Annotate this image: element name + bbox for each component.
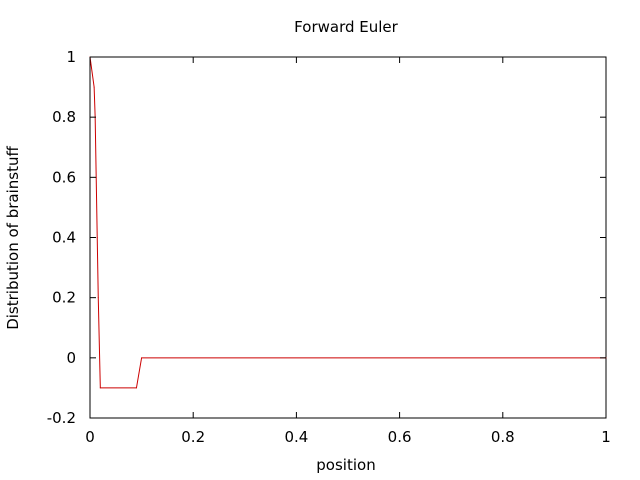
x-tick-label: 0 [85,428,95,446]
series-point [93,86,95,88]
series-point [135,387,137,389]
x-tick-label: 1 [601,428,611,446]
y-tick-label: 0.4 [52,229,76,247]
y-axis-label: Distribution of brainstuff [4,146,22,330]
x-tick-label: 0.4 [284,428,308,446]
series-point [97,297,99,299]
x-tick-label: 0.2 [181,428,205,446]
x-axis-label: position [316,456,375,474]
series-point [96,237,98,238]
y-tick-label: 1 [66,48,76,66]
y-tick-label: 0.8 [52,108,76,126]
y-tick-label: 0 [66,349,76,367]
x-tick-label: 0.8 [491,428,515,446]
chart-title: Forward Euler [294,18,398,36]
series-line [89,56,606,389]
y-tick-label: 0.2 [52,289,76,307]
y-tick-label: -0.2 [47,409,76,427]
series-point [99,387,101,389]
series-point [141,357,143,359]
x-tick-label: 0.6 [388,428,412,446]
y-tick-label: 0.6 [52,168,76,186]
